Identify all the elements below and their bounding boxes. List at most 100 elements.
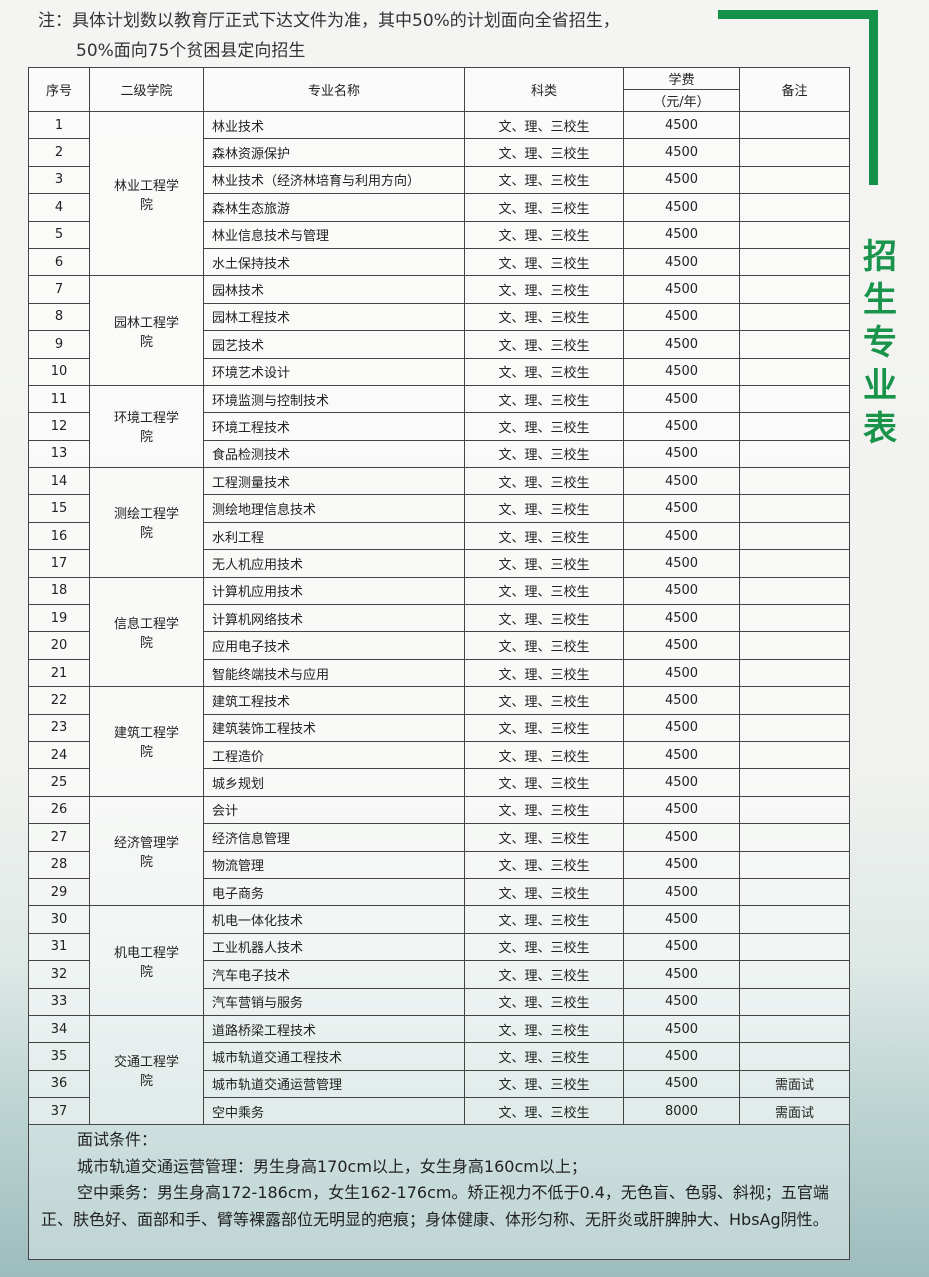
seq-cell: 13 bbox=[28, 439, 90, 469]
category-cell: 文、理、三校生 bbox=[464, 576, 624, 606]
category-cell: 文、理、三校生 bbox=[464, 275, 624, 304]
side-title: 招生专业表 bbox=[863, 237, 897, 449]
major-cell: 森林生态旅游 bbox=[203, 193, 465, 222]
remark-cell bbox=[739, 960, 850, 989]
seq-cell: 17 bbox=[28, 549, 90, 578]
fee-cell: 4500 bbox=[623, 302, 740, 332]
seq-cell: 1 bbox=[28, 110, 90, 140]
category-cell: 文、理、三校生 bbox=[464, 932, 624, 962]
major-cell: 道路桥梁工程技术 bbox=[203, 1014, 465, 1044]
major-cell: 测绘地理信息技术 bbox=[203, 494, 465, 523]
remark-cell bbox=[739, 1014, 850, 1044]
seq-cell: 8 bbox=[28, 302, 90, 332]
seq-cell: 4 bbox=[28, 193, 90, 222]
major-cell: 水利工程 bbox=[203, 521, 465, 551]
note-line2: 50%面向75个贫困县定向招生 bbox=[76, 41, 306, 61]
table-row: 8 园林工程技术 文、理、三校生 4500 bbox=[28, 302, 850, 332]
category-cell: 文、理、三校生 bbox=[464, 740, 624, 770]
interview-conditions: 面试条件： 城市轨道交通运营管理：男生身高170cm以上，女生身高160cm以上… bbox=[28, 1124, 850, 1260]
major-cell: 工程造价 bbox=[203, 740, 465, 770]
college-cell: 测绘工程学院 bbox=[89, 467, 204, 578]
table-row: 6 水土保持技术 文、理、三校生 4500 bbox=[28, 247, 850, 277]
remark-cell bbox=[739, 275, 850, 304]
fee-cell: 4500 bbox=[623, 275, 740, 304]
remark-cell bbox=[739, 412, 850, 441]
remark-cell bbox=[739, 905, 850, 934]
remark-cell bbox=[739, 1042, 850, 1071]
fee-cell: 4500 bbox=[623, 412, 740, 441]
remark-cell bbox=[739, 987, 850, 1016]
fee-cell: 4500 bbox=[623, 549, 740, 578]
remark-cell bbox=[739, 823, 850, 852]
category-cell: 文、理、三校生 bbox=[464, 193, 624, 222]
fee-cell: 4500 bbox=[623, 850, 740, 879]
fee-cell: 4500 bbox=[623, 1014, 740, 1044]
major-cell: 环境监测与控制技术 bbox=[203, 384, 465, 414]
table-row: 14 测绘工程学院 工程测量技术 文、理、三校生 4500 bbox=[28, 467, 850, 578]
table-row: 1 林业工程学院 林业技术 文、理、三校生 4500 bbox=[28, 110, 850, 277]
fee-cell: 4500 bbox=[623, 576, 740, 606]
fee-cell: 4500 bbox=[623, 521, 740, 551]
seq-cell: 10 bbox=[28, 357, 90, 386]
fee-cell: 4500 bbox=[623, 494, 740, 523]
category-cell: 文、理、三校生 bbox=[464, 521, 624, 551]
category-cell: 文、理、三校生 bbox=[464, 631, 624, 660]
seq-cell: 15 bbox=[28, 494, 90, 523]
major-cell: 城乡规划 bbox=[203, 768, 465, 797]
table-row: 30 机电工程学院 机电一体化技术 文、理、三校生 4500 bbox=[28, 905, 850, 1016]
seq-cell: 31 bbox=[28, 932, 90, 962]
remark-cell bbox=[739, 576, 850, 606]
major-cell: 电子商务 bbox=[203, 877, 465, 907]
fee-cell: 4500 bbox=[623, 823, 740, 852]
table-row: 21 智能终端技术与应用 文、理、三校生 4500 bbox=[28, 658, 850, 688]
major-cell: 水土保持技术 bbox=[203, 247, 465, 277]
seq-cell: 22 bbox=[28, 686, 90, 715]
fee-cell: 4500 bbox=[623, 247, 740, 277]
seq-cell: 20 bbox=[28, 631, 90, 660]
fee-cell: 4500 bbox=[623, 193, 740, 222]
category-cell: 文、理、三校生 bbox=[464, 220, 624, 249]
header-category: 科类 bbox=[464, 67, 624, 112]
category-cell: 文、理、三校生 bbox=[464, 1042, 624, 1071]
college-cell: 信息工程学院 bbox=[89, 576, 204, 688]
remark-cell bbox=[739, 740, 850, 770]
table-row: 12 环境工程技术 文、理、三校生 4500 bbox=[28, 412, 850, 441]
remark-cell bbox=[739, 494, 850, 523]
college-cell: 交通工程学院 bbox=[89, 1014, 204, 1126]
seq-cell: 30 bbox=[28, 905, 90, 934]
remark-cell bbox=[739, 658, 850, 688]
major-cell: 建筑工程技术 bbox=[203, 686, 465, 715]
major-cell: 园林技术 bbox=[203, 275, 465, 304]
category-cell: 文、理、三校生 bbox=[464, 1014, 624, 1044]
remark-cell bbox=[739, 877, 850, 907]
fee-cell: 4500 bbox=[623, 604, 740, 633]
table-row: 28 物流管理 文、理、三校生 4500 bbox=[28, 850, 850, 879]
header-major: 专业名称 bbox=[203, 67, 465, 112]
category-cell: 文、理、三校生 bbox=[464, 247, 624, 277]
decorative-bracket bbox=[718, 10, 878, 185]
college-cell: 林业工程学院 bbox=[89, 110, 204, 277]
category-cell: 文、理、三校生 bbox=[464, 110, 624, 140]
category-cell: 文、理、三校生 bbox=[464, 302, 624, 332]
seq-cell: 23 bbox=[28, 713, 90, 742]
fee-cell: 4500 bbox=[623, 795, 740, 825]
major-cell: 空中乘务 bbox=[203, 1097, 465, 1126]
fee-cell: 4500 bbox=[623, 960, 740, 989]
fee-cell: 4500 bbox=[623, 987, 740, 1016]
table-row: 3 林业技术（经济林培育与利用方向） 文、理、三校生 4500 bbox=[28, 165, 850, 195]
fee-cell: 4500 bbox=[623, 658, 740, 688]
category-cell: 文、理、三校生 bbox=[464, 795, 624, 825]
fee-cell: 4500 bbox=[623, 713, 740, 742]
seq-cell: 24 bbox=[28, 740, 90, 770]
fee-cell: 4500 bbox=[623, 357, 740, 386]
table-row: 11 环境工程学院 环境监测与控制技术 文、理、三校生 4500 bbox=[28, 384, 850, 469]
remark-cell bbox=[739, 521, 850, 551]
category-cell: 文、理、三校生 bbox=[464, 494, 624, 523]
table-row: 19 计算机网络技术 文、理、三校生 4500 bbox=[28, 604, 850, 633]
fee-cell: 4500 bbox=[623, 165, 740, 195]
category-cell: 文、理、三校生 bbox=[464, 877, 624, 907]
remark-cell bbox=[739, 138, 850, 167]
table-row: 24 工程造价 文、理、三校生 4500 bbox=[28, 740, 850, 770]
table-row: 20 应用电子技术 文、理、三校生 4500 bbox=[28, 631, 850, 660]
major-cell: 计算机网络技术 bbox=[203, 604, 465, 633]
